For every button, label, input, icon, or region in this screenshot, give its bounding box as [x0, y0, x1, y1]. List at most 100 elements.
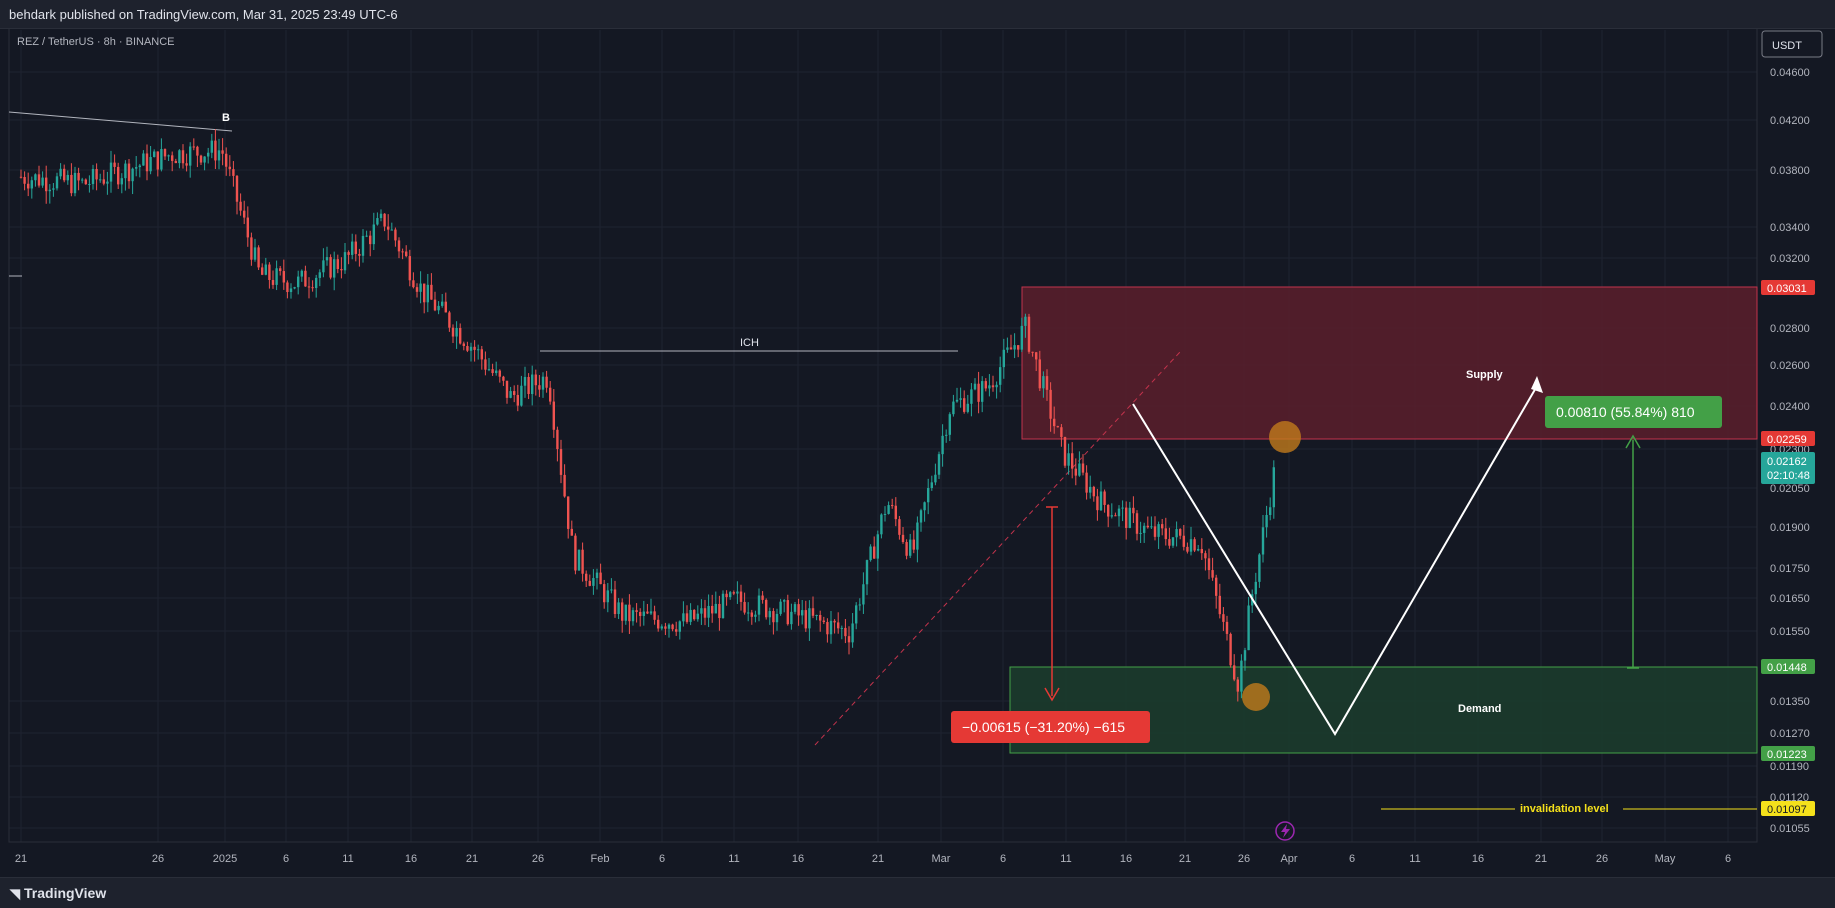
candle-body	[138, 165, 141, 168]
price-tick-label: 0.01055	[1770, 823, 1810, 835]
candle-body	[63, 168, 66, 181]
price-chart[interactable]: B ICH 0.00810 (55.84%) 810 −0.00615 (−31…	[0, 28, 1835, 877]
candle-body	[181, 150, 185, 164]
candle-body	[905, 542, 908, 556]
badge-demand-top: 0.01448	[1767, 662, 1807, 674]
candle-body	[912, 539, 915, 550]
candle-body	[1207, 558, 1211, 571]
candle-body	[844, 627, 847, 637]
candle-body	[1078, 463, 1081, 476]
candle-body	[261, 267, 264, 275]
time-axis[interactable]: 21 26 2025 6 11 16 21 26 Feb 6 11 16 21 Mar 6 11 16 21 26 A…	[15, 853, 1731, 865]
time-tick-label: 6	[659, 853, 665, 865]
candle-body	[574, 535, 577, 571]
candle-body	[1125, 507, 1128, 528]
badge-demand-bottom-bg	[1761, 746, 1815, 761]
candle-body	[174, 160, 177, 164]
candle-body	[1063, 436, 1067, 466]
tradingview-logo[interactable]: ◥ TradingView	[10, 885, 106, 902]
time-tick-label: 26	[532, 853, 544, 865]
time-tick-label: 11	[1060, 853, 1071, 865]
price-tick-label: 0.04200	[1770, 115, 1810, 127]
candle-body	[1150, 526, 1153, 528]
candle-body	[1092, 486, 1095, 497]
candle-body	[693, 609, 696, 620]
candle-body	[653, 611, 656, 620]
candle-body	[595, 572, 599, 579]
time-tick-label: Feb	[591, 853, 610, 865]
candle-body	[883, 513, 887, 515]
candle-body	[876, 534, 879, 559]
candle-body	[1042, 376, 1045, 389]
candle-body	[221, 150, 224, 154]
candle-body	[869, 546, 872, 561]
low-circle-marker[interactable]	[1242, 683, 1270, 711]
candle-body	[819, 614, 822, 621]
candle-body	[210, 140, 213, 153]
footer-bar: ◥ TradingView	[0, 877, 1835, 908]
time-tick-label: 16	[792, 853, 804, 865]
candle-body	[563, 474, 566, 497]
candle-body	[858, 604, 861, 606]
candle-body	[84, 179, 87, 185]
price-tick-label: 0.03800	[1770, 165, 1810, 177]
projection-path[interactable]	[1132, 385, 1538, 736]
candle-body	[988, 385, 991, 389]
ich-label: ICH	[740, 337, 759, 349]
candle-body	[527, 376, 530, 395]
price-axis[interactable]: 0.04600 0.04200 0.03800 0.03400 0.03200 0.028…	[1770, 67, 1810, 835]
currency-button-bg[interactable]	[1761, 30, 1823, 58]
measure-down-box[interactable]	[951, 711, 1150, 743]
candle-body	[412, 280, 415, 288]
candle-body	[167, 155, 170, 157]
candle-body	[55, 176, 59, 189]
b-trendline[interactable]	[8, 111, 233, 132]
candle-body	[419, 283, 422, 292]
price-tick-label: 0.03200	[1770, 253, 1810, 265]
candle-body	[336, 259, 339, 270]
candle-body	[253, 247, 257, 260]
candle-body	[1225, 621, 1229, 634]
candle-body	[837, 622, 840, 629]
candle-body	[156, 151, 159, 170]
candle-body	[304, 270, 307, 287]
lightning-icon[interactable]	[1275, 821, 1295, 841]
candle-body	[462, 343, 465, 346]
candle-body	[1211, 570, 1214, 578]
price-tick-label: 0.02050	[1770, 483, 1810, 495]
measure-up-box[interactable]	[1545, 396, 1722, 428]
candle-body	[937, 454, 941, 475]
high-circle-marker[interactable]	[1269, 421, 1301, 453]
badge-supply-bottom-bg	[1761, 431, 1815, 446]
currency-button[interactable]: USDT	[1772, 40, 1802, 52]
candle-body	[271, 280, 275, 285]
candle-body	[225, 153, 228, 167]
candle-body	[1222, 614, 1225, 622]
price-tick-label: 0.04600	[1770, 67, 1810, 79]
candle-body	[297, 276, 300, 288]
candle-body	[1027, 316, 1031, 352]
time-tick-label: 21	[872, 853, 884, 865]
symbol-info[interactable]: REZ / TetherUS · 8h · BINANCE	[17, 36, 175, 48]
candle-body	[1049, 389, 1052, 419]
candle-body	[613, 589, 617, 615]
tradingview-logo-icon: ◥	[10, 886, 20, 901]
candle-body	[185, 163, 188, 166]
candle-body	[1117, 508, 1121, 517]
candle-body	[145, 153, 149, 172]
candle-body	[480, 349, 483, 360]
candle-body	[1204, 553, 1207, 559]
candle-body	[761, 595, 764, 600]
candle-body	[930, 482, 933, 489]
candle-body	[275, 268, 278, 285]
candle-body	[1193, 539, 1196, 551]
candle-body	[642, 611, 645, 616]
candle-body	[502, 376, 505, 381]
candle-body	[333, 259, 336, 278]
time-tick-label: 16	[405, 853, 417, 865]
candle-body	[142, 153, 145, 166]
candle-body	[991, 385, 995, 388]
candle-body	[801, 610, 804, 616]
candle-body	[498, 370, 501, 377]
candle-body	[610, 589, 613, 591]
